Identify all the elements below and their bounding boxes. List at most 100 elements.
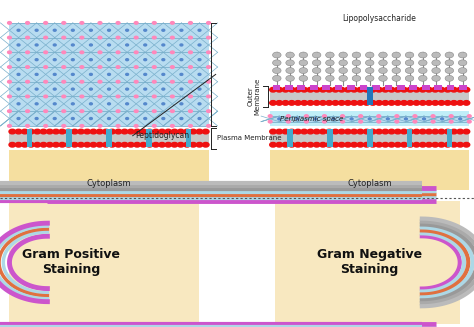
Circle shape (351, 129, 357, 134)
Circle shape (59, 129, 65, 134)
Circle shape (312, 68, 321, 74)
Circle shape (312, 60, 321, 66)
Circle shape (109, 143, 116, 147)
Circle shape (286, 52, 294, 58)
Circle shape (345, 129, 351, 134)
Bar (367, 129, 373, 147)
Circle shape (326, 60, 334, 66)
Circle shape (128, 143, 134, 147)
Circle shape (80, 95, 84, 98)
Circle shape (405, 52, 414, 58)
Circle shape (345, 87, 351, 92)
Circle shape (395, 120, 399, 123)
Circle shape (116, 22, 120, 24)
Circle shape (144, 118, 146, 120)
Circle shape (98, 51, 102, 54)
Circle shape (62, 66, 66, 68)
Circle shape (72, 118, 74, 120)
Circle shape (332, 118, 335, 120)
Bar (459, 85, 467, 91)
Circle shape (357, 87, 364, 92)
Bar (275, 201, 460, 324)
Circle shape (386, 118, 389, 120)
Circle shape (276, 101, 283, 105)
Circle shape (53, 59, 56, 61)
Circle shape (270, 143, 276, 147)
Circle shape (445, 52, 454, 58)
Circle shape (198, 29, 201, 31)
Circle shape (116, 36, 120, 39)
Circle shape (392, 60, 401, 66)
Circle shape (8, 36, 11, 39)
Circle shape (341, 120, 345, 123)
Circle shape (126, 88, 128, 90)
Circle shape (34, 129, 41, 134)
Circle shape (307, 87, 314, 92)
Circle shape (180, 74, 183, 76)
Circle shape (72, 59, 74, 61)
Circle shape (62, 36, 66, 39)
Circle shape (44, 80, 47, 83)
Circle shape (282, 129, 289, 134)
Circle shape (282, 101, 289, 105)
Bar (9, 201, 199, 324)
Circle shape (140, 143, 146, 147)
Circle shape (339, 60, 347, 66)
Circle shape (8, 51, 11, 54)
Circle shape (357, 101, 364, 105)
Bar (347, 85, 355, 91)
Circle shape (359, 115, 363, 117)
Circle shape (388, 87, 395, 92)
Circle shape (17, 118, 20, 120)
Circle shape (177, 143, 184, 147)
Circle shape (98, 22, 102, 24)
Circle shape (273, 60, 281, 66)
Circle shape (357, 143, 364, 147)
Circle shape (326, 68, 334, 74)
Circle shape (458, 52, 467, 58)
Circle shape (307, 101, 314, 105)
Circle shape (152, 95, 156, 98)
Circle shape (144, 74, 146, 76)
Circle shape (9, 143, 16, 147)
Circle shape (458, 60, 467, 66)
Circle shape (98, 125, 102, 127)
Circle shape (152, 66, 156, 68)
Bar (9, 132, 209, 144)
Text: Gram Positive
Staining: Gram Positive Staining (22, 249, 120, 276)
Circle shape (207, 22, 210, 24)
Circle shape (419, 129, 426, 134)
Bar (9, 23, 209, 126)
Circle shape (165, 129, 172, 134)
Circle shape (62, 22, 66, 24)
Circle shape (44, 110, 47, 112)
Circle shape (299, 76, 308, 81)
Circle shape (53, 88, 56, 90)
Circle shape (467, 120, 471, 123)
Circle shape (273, 52, 281, 58)
Circle shape (80, 110, 84, 112)
Circle shape (44, 22, 47, 24)
Circle shape (445, 60, 454, 66)
Circle shape (273, 68, 281, 74)
Circle shape (35, 74, 38, 76)
Circle shape (377, 120, 381, 123)
Circle shape (35, 103, 38, 105)
Circle shape (376, 87, 383, 92)
Circle shape (98, 95, 102, 98)
Circle shape (301, 87, 308, 92)
Circle shape (180, 29, 183, 31)
Circle shape (98, 110, 102, 112)
Circle shape (108, 88, 110, 90)
Circle shape (134, 95, 138, 98)
Circle shape (9, 129, 16, 134)
Circle shape (189, 110, 192, 112)
Circle shape (90, 118, 92, 120)
Circle shape (451, 143, 457, 147)
Circle shape (162, 29, 165, 31)
Circle shape (108, 118, 110, 120)
Circle shape (90, 129, 97, 134)
Circle shape (278, 118, 281, 120)
Circle shape (90, 29, 92, 31)
Bar (322, 85, 330, 91)
